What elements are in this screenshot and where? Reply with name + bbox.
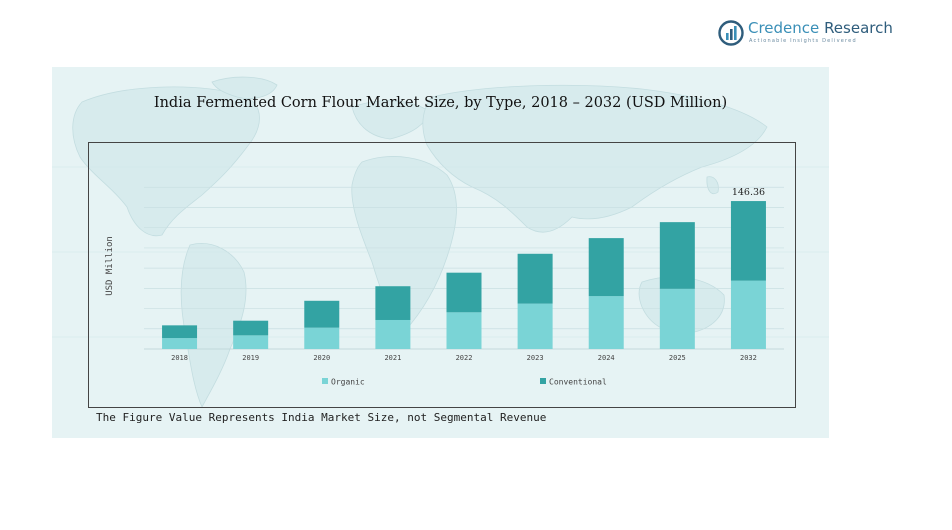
chart-frame	[88, 142, 796, 408]
data-label-total: 146.36	[732, 187, 765, 198]
x-tick-label: 2018	[171, 354, 188, 362]
bar-conventional-2021	[375, 286, 411, 320]
bar-conventional-2024	[588, 238, 624, 297]
bar-conventional-2019	[233, 320, 269, 336]
bar-conventional-2023	[517, 253, 553, 304]
bar-organic-2023	[517, 303, 553, 349]
x-tick-label: 2032	[740, 354, 757, 362]
world-map-background	[52, 76, 829, 408]
bar-organic-2018	[162, 338, 198, 349]
bar-conventional-2020	[304, 300, 340, 328]
bar-conventional-2032	[730, 201, 766, 281]
bar-conventional-2018	[162, 325, 198, 339]
x-tick-label: 2021	[384, 354, 401, 362]
x-tick-label: 2022	[456, 354, 473, 362]
credence-research-logo: Credence Research Actionable Insights De…	[718, 18, 893, 48]
bar-organic-2021	[375, 319, 411, 349]
bar-conventional-2022	[446, 272, 482, 313]
bar-organic-2019	[233, 335, 269, 349]
chart-footnote: The Figure Value Represents India Market…	[96, 411, 547, 424]
brand-name-first: Credence	[748, 19, 820, 37]
plot-area: 2018 2019 2020 2021 2022 2023 2024 2025 2032 146.…	[105, 186, 784, 387]
legend-label-organic: Organic	[331, 378, 365, 387]
chart-panel: India Fermented Corn Flour Market Size, …	[52, 67, 829, 438]
bar-organic-2025	[659, 288, 695, 349]
x-tick-label: 2025	[669, 354, 686, 362]
x-tick-label: 2020	[313, 354, 330, 362]
legend-swatch-organic	[322, 378, 328, 384]
x-tick-label: 2019	[242, 354, 259, 362]
bar-organic-2020	[304, 327, 340, 349]
chart-title: India Fermented Corn Flour Market Size, …	[153, 95, 728, 111]
bar-conventional-2025	[659, 222, 695, 289]
bar-chart-logo-icon	[718, 20, 744, 46]
legend-label-conventional: Conventional	[549, 378, 607, 387]
brand-name-second: Research	[824, 19, 893, 37]
x-tick-label: 2023	[527, 354, 544, 362]
brand-tagline: Actionable Insights Delivered	[749, 38, 857, 44]
bar-organic-2024	[588, 296, 624, 349]
x-tick-label: 2024	[598, 354, 615, 362]
bar-organic-2032	[730, 280, 766, 349]
bar-organic-2022	[446, 312, 482, 349]
brand-name: Credence Research	[748, 19, 893, 37]
y-axis-label: USD Million	[105, 236, 115, 296]
legend-swatch-conventional	[540, 378, 546, 384]
